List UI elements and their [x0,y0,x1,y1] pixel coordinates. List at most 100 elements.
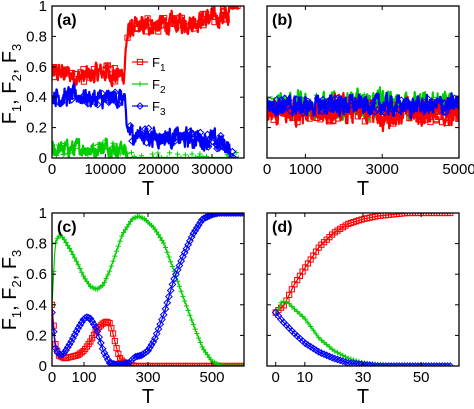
series-f3-marker [114,100,123,109]
series-f1-marker [184,23,192,30]
series-f2-marker [175,151,181,157]
series-f3-marker [154,325,163,333]
x-tick-label: 0 [272,369,280,386]
series-f3-marker [215,213,224,217]
series-f1-marker [447,213,454,217]
series-f2-marker [434,363,440,366]
series-f3-marker [65,340,74,349]
series-f2-marker [235,155,241,158]
series-f2-marker [332,348,338,354]
series-f3-marker [217,213,226,217]
series-f3-marker [216,131,225,140]
series-f1-marker [52,63,58,71]
series-f3-marker [412,99,421,108]
series-f3-marker [159,310,168,319]
series-f3-marker [272,95,281,104]
x-tick-label: 1000 [289,161,322,178]
series-f1-marker [80,78,88,85]
y-tick-label: 0.4 [26,89,47,106]
x-tick-label: 10000 [84,161,126,178]
panel-label: (b) [272,12,292,29]
series-f2-marker [175,278,181,284]
series-f2-marker [79,269,85,275]
series-f2-marker [80,149,86,155]
series-f3-marker [102,352,111,361]
y-tick-label: 0.4 [26,297,47,314]
series-f3-marker [408,106,417,115]
series-f1-marker [294,118,301,126]
series-group [267,86,459,133]
series-f1-marker [228,6,235,10]
series-f3-marker [138,131,147,140]
series-f3-marker [101,95,110,104]
series-f2-marker [334,349,341,356]
series-f2-marker [102,137,108,143]
series-f3-marker [300,101,309,110]
series-f1-marker [317,116,324,123]
series-f3-marker [77,318,86,327]
series-f2-marker [316,334,322,341]
series-f1-line [275,213,451,313]
series-f1-marker [111,65,118,72]
series-f2-marker [125,151,131,157]
series-f3-marker [58,350,67,359]
series-f3-marker [86,314,95,323]
series-f3-marker [189,229,198,238]
series-f3-marker [171,137,179,145]
series-group [52,213,244,366]
series-f2-marker [69,149,75,155]
series-f3-marker [424,95,433,104]
series-f2-marker [152,226,158,232]
series-f3-marker [187,129,196,138]
series-f1-marker [103,318,110,325]
series-f3-marker [93,327,102,336]
series-f1-marker [221,16,228,23]
series-f2-marker [161,240,167,246]
series-f2-marker [194,155,200,158]
x-axis-label: T [142,386,154,408]
series-f3-marker [371,361,379,366]
series-f3-marker [98,89,106,98]
series-f3-marker [194,221,203,230]
series-f3-marker [111,88,119,97]
series-f3-marker [292,95,301,104]
series-f3-marker [103,355,112,364]
series-f2-marker [66,245,73,251]
y-tick-label: 1 [39,205,47,222]
series-f1-marker [80,348,87,355]
series-f1-marker [189,17,197,25]
series-f1-marker [78,349,85,356]
series-f2-marker [77,265,83,272]
series-f1-marker [203,10,210,18]
series-f2-marker [182,298,188,304]
series-f2-marker [308,323,314,330]
series-f1-marker [86,74,93,81]
series-f3-marker [325,96,333,105]
series-f2-marker [197,151,203,157]
series-f1-marker [115,69,122,76]
series-f2-marker [203,153,210,158]
series-f3-marker [81,314,90,322]
series-f3-marker [422,362,431,366]
series-f3-marker [338,357,347,366]
series-f3-marker [91,323,100,332]
series-f1-marker [313,114,320,122]
series-f1-marker [161,14,168,22]
series-f3-marker [373,362,382,366]
series-f2-marker [442,363,448,366]
series-f3-marker [57,98,66,107]
series-f2-marker [321,339,327,346]
series-f2-marker [222,363,228,366]
series-f1-marker [111,338,118,345]
panel-c: 0 100 300 500 0 0.2 0.4 0.6 0.8 1 (c) T [26,205,245,408]
series-f3-marker [218,142,227,151]
series-f1-marker [174,22,181,29]
series-f2-marker [52,146,57,152]
series-f3-marker [224,213,233,217]
series-f3-marker [151,132,160,140]
series-f3-marker [380,108,389,117]
series-f3-marker [197,137,206,146]
x-tick-label: 0 [48,161,56,178]
series-f2-marker [115,243,121,249]
legend-label: F2 [152,77,166,96]
